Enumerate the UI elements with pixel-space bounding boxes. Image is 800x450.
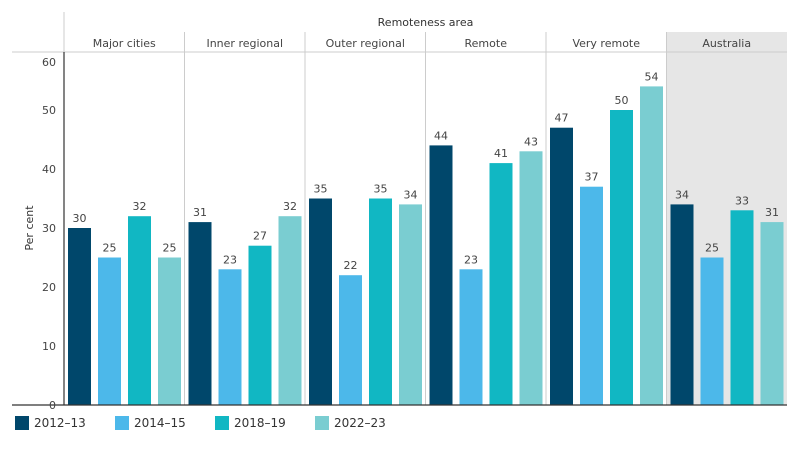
data-label: 23 bbox=[223, 253, 237, 266]
data-label: 32 bbox=[133, 200, 147, 213]
bar bbox=[98, 257, 121, 405]
data-label: 35 bbox=[374, 183, 388, 196]
data-label: 30 bbox=[73, 212, 87, 225]
bar bbox=[158, 257, 181, 405]
y-tick-label: 50 bbox=[42, 104, 56, 117]
column-header: Remoteness area bbox=[378, 16, 474, 29]
y-tick-label: 40 bbox=[42, 163, 56, 176]
bar bbox=[489, 163, 513, 405]
bar bbox=[399, 204, 422, 405]
legend-label: 2014–15 bbox=[134, 416, 186, 430]
bar bbox=[760, 222, 784, 405]
y-tick-label: 20 bbox=[42, 281, 56, 294]
legend-label: 2012–13 bbox=[34, 416, 86, 430]
data-label: 35 bbox=[314, 183, 328, 196]
data-label: 33 bbox=[735, 194, 749, 207]
bar bbox=[459, 269, 483, 405]
bar-chart: Remoteness area Major cities 30 25 32 25 Inner… bbox=[12, 12, 787, 412]
data-label: 32 bbox=[283, 200, 297, 213]
bar bbox=[248, 245, 272, 405]
bar bbox=[580, 186, 603, 405]
bar bbox=[128, 216, 151, 405]
category-label: Outer regional bbox=[326, 37, 405, 50]
bar bbox=[640, 86, 663, 406]
data-label: 54 bbox=[645, 70, 659, 83]
y-tick-label: 0 bbox=[49, 399, 56, 410]
category-label: Inner regional bbox=[206, 37, 283, 50]
bar bbox=[700, 257, 724, 405]
category-label: Australia bbox=[702, 37, 751, 50]
data-label: 22 bbox=[344, 259, 358, 272]
legend-item: 2014–15 bbox=[115, 416, 215, 430]
bar bbox=[550, 127, 573, 405]
data-label: 31 bbox=[765, 206, 779, 219]
bar bbox=[68, 228, 91, 405]
legend-item: 2022–23 bbox=[315, 416, 415, 430]
bar bbox=[339, 275, 362, 405]
bar bbox=[188, 222, 212, 405]
category-label: Major cities bbox=[93, 37, 156, 50]
y-tick-label: 10 bbox=[42, 340, 56, 353]
legend-swatch bbox=[115, 416, 129, 430]
legend-label: 2018–19 bbox=[234, 416, 286, 430]
data-label: 34 bbox=[404, 188, 418, 201]
bar bbox=[429, 145, 453, 405]
y-axis-label: Per cent bbox=[23, 205, 36, 251]
y-tick-label: 30 bbox=[42, 222, 56, 235]
legend-item: 2012–13 bbox=[15, 416, 115, 430]
data-label: 25 bbox=[103, 242, 117, 255]
legend-swatch bbox=[215, 416, 229, 430]
bar bbox=[218, 269, 242, 405]
data-label: 41 bbox=[494, 147, 508, 160]
legend: 2012–13 2014–15 2018–19 2022–23 bbox=[15, 416, 415, 430]
data-label: 47 bbox=[555, 112, 569, 125]
data-label: 25 bbox=[163, 242, 177, 255]
y-tick-label: 60 bbox=[42, 56, 56, 69]
bar bbox=[278, 216, 302, 405]
data-label: 27 bbox=[253, 230, 267, 243]
data-label: 44 bbox=[434, 129, 448, 142]
legend-swatch bbox=[315, 416, 329, 430]
data-label: 25 bbox=[705, 242, 719, 255]
category-label: Very remote bbox=[572, 37, 640, 50]
bar bbox=[309, 198, 332, 405]
data-label: 34 bbox=[675, 188, 689, 201]
legend-label: 2022–23 bbox=[334, 416, 386, 430]
legend-swatch bbox=[15, 416, 29, 430]
data-label: 43 bbox=[524, 135, 538, 148]
bar bbox=[519, 151, 543, 405]
data-label: 37 bbox=[585, 171, 599, 184]
bar bbox=[610, 110, 633, 405]
bar bbox=[369, 198, 392, 405]
category-label: Remote bbox=[465, 37, 508, 50]
data-label: 23 bbox=[464, 253, 478, 266]
data-label: 50 bbox=[615, 94, 629, 107]
bar bbox=[670, 204, 694, 405]
legend-item: 2018–19 bbox=[215, 416, 315, 430]
bar bbox=[730, 210, 754, 405]
data-label: 31 bbox=[193, 206, 207, 219]
